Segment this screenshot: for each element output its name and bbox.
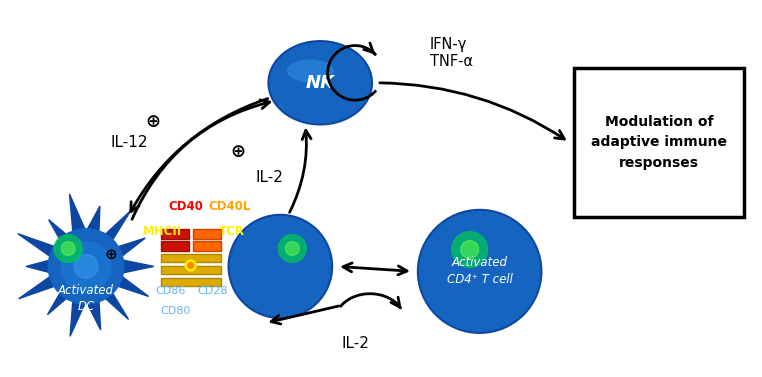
Polygon shape [18, 194, 154, 336]
FancyArrowPatch shape [290, 130, 311, 212]
Text: Naive
CD4⁺ T cell: Naive CD4⁺ T cell [338, 251, 404, 281]
Text: Activated
DC: Activated DC [58, 284, 114, 313]
FancyArrowPatch shape [343, 263, 407, 275]
Circle shape [461, 241, 479, 259]
Circle shape [54, 234, 82, 262]
Text: IFN-γ
TNF-α: IFN-γ TNF-α [430, 37, 473, 69]
Text: IL-12: IL-12 [111, 135, 149, 150]
Text: NK: NK [306, 74, 335, 92]
Text: TCR: TCR [219, 225, 245, 238]
FancyBboxPatch shape [161, 278, 220, 286]
Circle shape [61, 242, 111, 291]
Text: Modulation of
adaptive immune
responses: Modulation of adaptive immune responses [591, 115, 727, 170]
Circle shape [187, 262, 194, 268]
FancyBboxPatch shape [161, 229, 189, 239]
FancyArrowPatch shape [131, 98, 267, 211]
Circle shape [48, 229, 124, 304]
Circle shape [229, 215, 332, 318]
Circle shape [61, 242, 75, 256]
Ellipse shape [287, 60, 334, 82]
FancyBboxPatch shape [161, 241, 189, 251]
Text: IL-2: IL-2 [341, 336, 369, 351]
Text: IL-2: IL-2 [255, 170, 283, 185]
Text: Activated
CD4⁺ T cell: Activated CD4⁺ T cell [447, 256, 513, 287]
Circle shape [418, 210, 542, 333]
Circle shape [74, 254, 98, 278]
Text: CD86: CD86 [155, 286, 186, 296]
Text: ⊕: ⊕ [146, 113, 160, 132]
Text: ⊕: ⊕ [104, 247, 117, 262]
Circle shape [285, 242, 299, 256]
Text: CD40: CD40 [168, 200, 203, 213]
Circle shape [185, 260, 196, 271]
Circle shape [452, 232, 488, 267]
FancyArrowPatch shape [379, 83, 565, 139]
FancyArrowPatch shape [132, 100, 270, 219]
Circle shape [278, 234, 306, 262]
Text: MHCII: MHCII [142, 225, 182, 238]
FancyBboxPatch shape [193, 241, 220, 251]
Text: CD40L: CD40L [209, 200, 251, 213]
FancyBboxPatch shape [161, 254, 220, 262]
Text: ⊕: ⊕ [230, 143, 245, 161]
FancyBboxPatch shape [161, 266, 220, 274]
FancyBboxPatch shape [193, 229, 220, 239]
Text: CD28: CD28 [197, 286, 228, 296]
Ellipse shape [268, 41, 372, 124]
Text: CD80: CD80 [161, 306, 191, 316]
FancyBboxPatch shape [575, 68, 744, 217]
